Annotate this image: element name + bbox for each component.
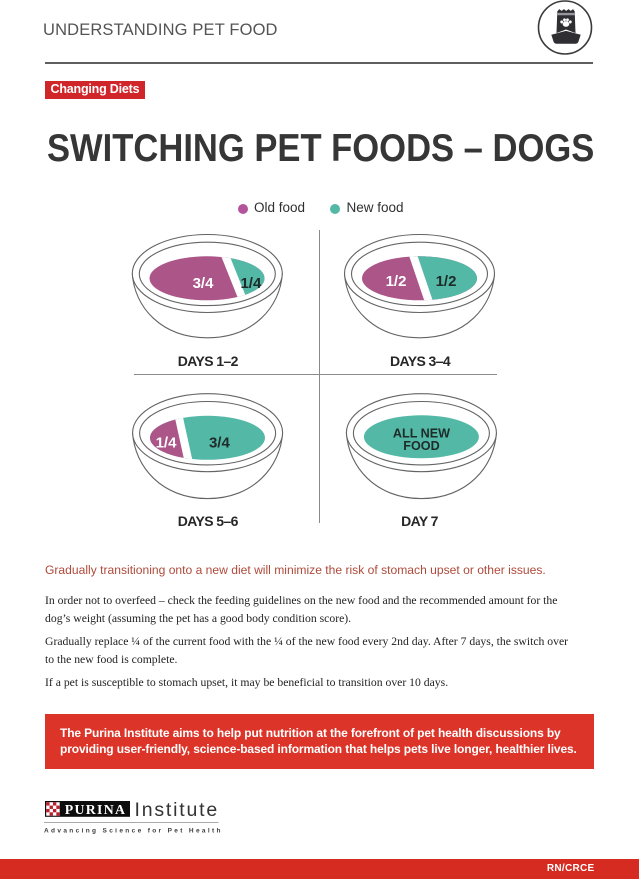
svg-text:1/2: 1/2 <box>386 273 407 290</box>
svg-text:1/4: 1/4 <box>156 434 178 451</box>
svg-text:3/4: 3/4 <box>193 275 215 292</box>
svg-text:1/2: 1/2 <box>436 273 457 290</box>
svg-text:ALL NEW: ALL NEW <box>393 427 450 441</box>
svg-text:1/4: 1/4 <box>240 275 262 292</box>
svg-text:Advancing Science for Pet Heal: Advancing Science for Pet Health <box>44 828 223 835</box>
svg-text:FOOD: FOOD <box>403 439 439 453</box>
svg-text:Institute: Institute <box>135 799 220 821</box>
svg-text:3/4: 3/4 <box>209 434 231 451</box>
svg-text:PURINA: PURINA <box>65 802 126 817</box>
